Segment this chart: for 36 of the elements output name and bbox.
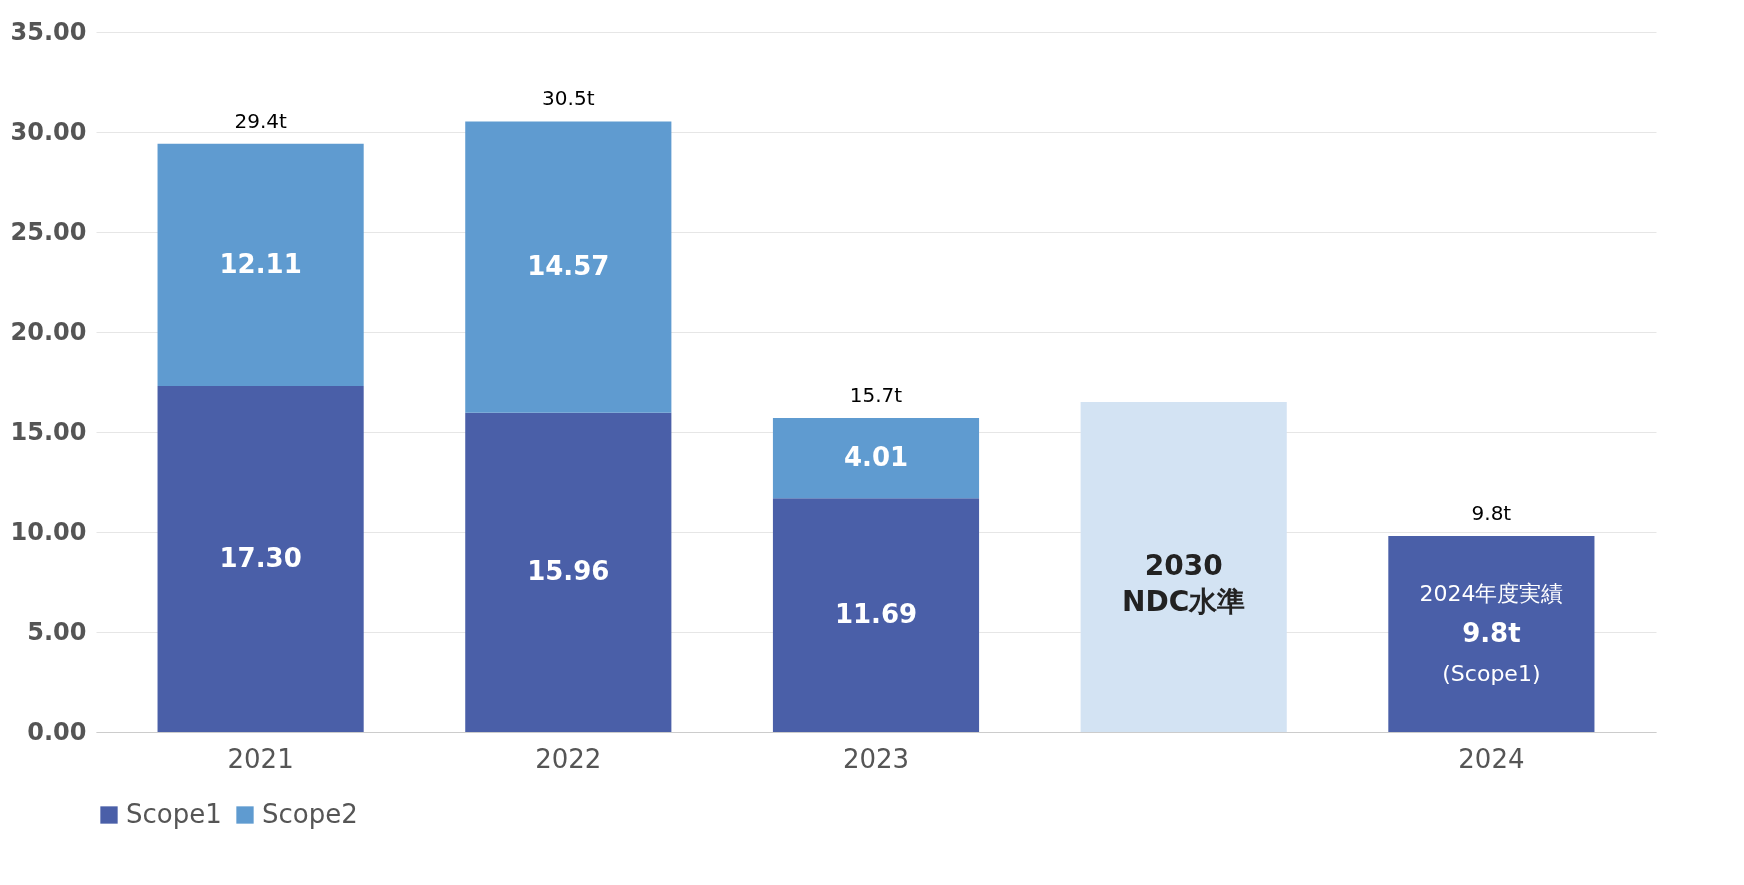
data-label: 9.8t bbox=[1462, 618, 1521, 648]
legend-label: Scope2 bbox=[262, 799, 358, 829]
bar bbox=[772, 418, 980, 499]
y-tick-label: 10.00 bbox=[10, 517, 87, 546]
data-label: 12.11 bbox=[219, 248, 302, 279]
annotation: 9.8t bbox=[1471, 501, 1512, 525]
bar bbox=[1388, 536, 1595, 732]
y-tick-label: 15.00 bbox=[10, 417, 87, 446]
bar bbox=[465, 412, 672, 732]
y-tick-label: 25.00 bbox=[10, 217, 87, 246]
annotation: (Scope1) bbox=[1442, 661, 1541, 686]
bar bbox=[772, 498, 980, 732]
bar bbox=[157, 143, 364, 386]
y-tick-label: 35.00 bbox=[10, 17, 87, 46]
annotation: 2024年度実績 bbox=[1419, 581, 1564, 606]
annotation: 30.5t bbox=[542, 86, 595, 111]
data-label: 11.69 bbox=[834, 599, 918, 630]
annotation: 15.7t bbox=[849, 383, 903, 407]
series-label: 2030 NDC水準 bbox=[1122, 549, 1246, 618]
bar bbox=[157, 386, 364, 732]
x-tick-label: 2022 bbox=[535, 743, 602, 774]
legend-label: Scope1 bbox=[126, 799, 222, 829]
data-label: 14.57 bbox=[527, 251, 610, 282]
y-tick-label: 5.00 bbox=[27, 617, 87, 646]
bar bbox=[465, 121, 672, 413]
x-tick-label: 2023 bbox=[842, 743, 910, 774]
data-label: 4.01 bbox=[843, 442, 909, 473]
bar bbox=[1080, 402, 1287, 732]
annotation: 29.4t bbox=[234, 108, 287, 133]
data-label: 17.30 bbox=[219, 543, 302, 573]
x-tick-label: 2024 bbox=[1458, 743, 1525, 774]
y-tick-label: 20.00 bbox=[10, 317, 87, 346]
y-tick-label: 30.00 bbox=[10, 117, 87, 146]
data-label: 15.96 bbox=[527, 556, 610, 587]
x-tick-label: 2021 bbox=[227, 743, 294, 774]
y-tick-label: 0.00 bbox=[27, 717, 87, 746]
